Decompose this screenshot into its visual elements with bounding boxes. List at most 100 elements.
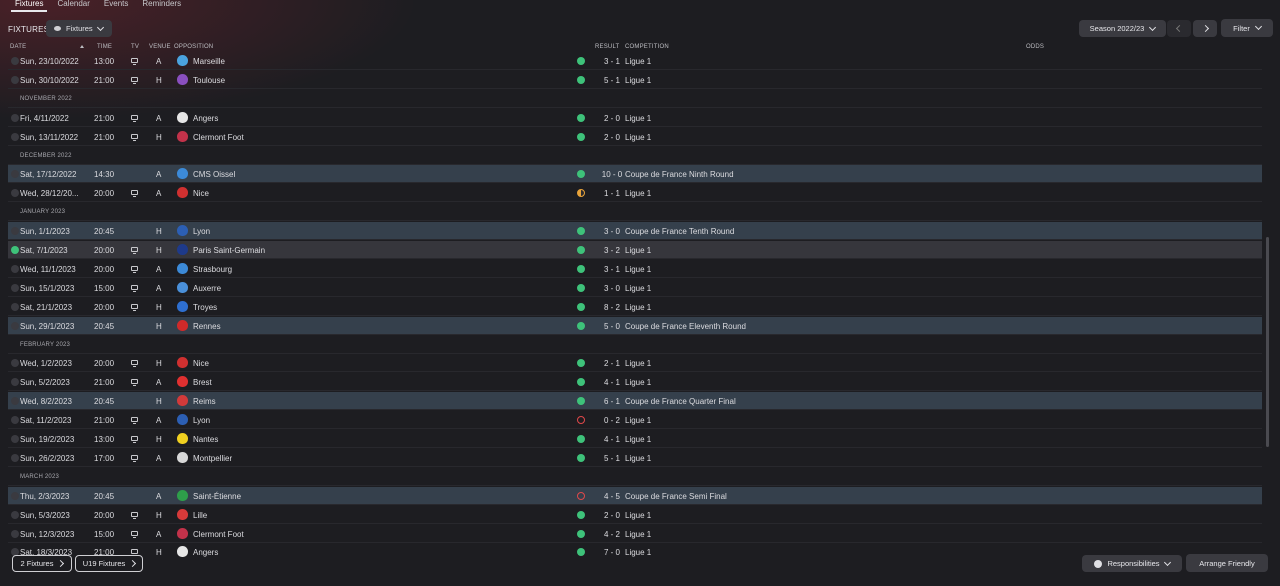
fixture-score[interactable]: 0 - 2	[603, 416, 620, 426]
fixture-row[interactable]: Sun, 23/10/2022 13:00 A Marseille 3 - 1 Ligue…	[8, 52, 1262, 70]
fixture-row[interactable]: Sun, 1/1/2023 20:45 H Lyon 3 - 0 Coupe de Fra…	[8, 222, 1262, 241]
fixture-score[interactable]: 3 - 0	[603, 227, 620, 237]
fixture-opponent[interactable]: Nantes	[193, 435, 219, 444]
fixture-competition[interactable]: Ligue 1	[625, 529, 652, 539]
fixture-competition[interactable]: Ligue 1	[625, 75, 652, 85]
fixture-competition[interactable]: Ligue 1	[625, 57, 652, 66]
fixture-opponent[interactable]: Toulouse	[193, 75, 226, 85]
fixture-row[interactable]: Sat, 18/3/2023 21:00 H Angers 7 - 0 Ligue 1	[8, 543, 1262, 557]
fixture-competition[interactable]: Ligue 1	[625, 302, 652, 312]
fixture-competition[interactable]: Ligue 1	[625, 283, 652, 293]
fixture-row[interactable]: Wed, 1/2/2023 20:00 H Nice 2 - 1 Ligue 1	[8, 354, 1262, 373]
fixture-score[interactable]: 2 - 0	[603, 113, 620, 123]
previous-season-button[interactable]	[1167, 20, 1191, 37]
fixture-score[interactable]: 3 - 0	[603, 283, 620, 293]
fixture-score[interactable]: 1 - 1	[603, 189, 620, 199]
tab-events[interactable]: Events	[103, 0, 129, 8]
fixture-score[interactable]: 4 - 5	[603, 491, 620, 501]
fixture-row[interactable]: Sun, 5/3/2023 20:00 H Lille 2 - 0 Ligue 1	[8, 506, 1262, 524]
fixture-opponent[interactable]: Strasbourg	[193, 264, 233, 274]
fixture-row[interactable]: Sat, 7/1/2023 20:00 H Paris Saint-Germain 3 …	[8, 241, 1262, 259]
fixture-opponent[interactable]: Troyes	[193, 302, 218, 312]
fixture-score[interactable]: 3 - 2	[603, 246, 620, 255]
fixture-row[interactable]: Sun, 29/1/2023 20:45 H Rennes 5 - 0 Coupe de …	[8, 316, 1262, 335]
fixture-score[interactable]: 2 - 0	[603, 132, 620, 142]
fixture-opponent[interactable]: CMS Oissel	[193, 170, 236, 180]
responsibilities-button[interactable]: Responsibilities	[1082, 555, 1182, 572]
fixture-row[interactable]: Wed, 28/12/20... 20:00 A Nice 1 - 1 Ligue 1	[8, 184, 1262, 203]
view-dropdown-button[interactable]: Fixtures	[46, 20, 112, 37]
column-odds[interactable]: ODDS	[1026, 44, 1045, 50]
fixture-score[interactable]: 5 - 1	[603, 75, 620, 85]
fixture-row[interactable]: Sun, 19/2/2023 13:00 H Nantes 4 - 1 Ligue 1	[8, 430, 1262, 448]
fixture-score[interactable]: 7 - 0	[603, 548, 620, 557]
fixture-row[interactable]: Fri, 4/11/2022 21:00 A Angers 2 - 0 Ligue 1	[8, 109, 1262, 127]
fixture-competition[interactable]: Ligue 1	[625, 435, 652, 444]
fixture-row[interactable]: Sat, 11/2/2023 21:00 A Lyon 0 - 2 Ligue 1	[8, 411, 1262, 430]
fixture-competition[interactable]: Coupe de France Eleventh Round	[625, 321, 746, 331]
fixture-opponent[interactable]: Angers	[193, 548, 219, 557]
u19-fixtures-button[interactable]: U19 Fixtures	[75, 555, 143, 572]
column-opposition[interactable]: OPPOSITION	[174, 44, 214, 50]
fixture-score[interactable]: 4 - 1	[603, 378, 620, 388]
fixture-competition[interactable]: Ligue 1	[625, 359, 652, 369]
next-season-button[interactable]	[1193, 20, 1217, 37]
column-result[interactable]: RESULT	[595, 44, 620, 50]
fixture-opponent[interactable]: Brest	[193, 378, 212, 388]
fixture-score[interactable]: 4 - 1	[603, 435, 620, 444]
fixture-competition[interactable]: Ligue 1	[625, 246, 652, 255]
fixture-score[interactable]: 8 - 2	[603, 302, 620, 312]
fixture-row[interactable]: Sat, 21/1/2023 20:00 H Troyes 8 - 2 Ligue 1	[8, 298, 1262, 316]
fixture-opponent[interactable]: Paris Saint-Germain	[193, 246, 266, 255]
fixture-score[interactable]: 6 - 1	[603, 397, 620, 407]
column-tv[interactable]: TV	[131, 44, 140, 50]
fixture-opponent[interactable]: Angers	[193, 113, 219, 123]
fixture-row[interactable]: Sun, 30/10/2022 21:00 H Toulouse 5 - 1 Ligue …	[8, 71, 1262, 89]
fixture-row[interactable]: Wed, 8/2/2023 20:45 H Reims 6 - 1 Coupe de Fr…	[8, 392, 1262, 411]
fixture-opponent[interactable]: Nice	[193, 189, 210, 199]
column-venue[interactable]: VENUE	[149, 44, 171, 50]
fixture-competition[interactable]: Ligue 1	[625, 453, 652, 463]
tab-fixtures[interactable]: Fixtures	[8, 0, 50, 12]
fixture-score[interactable]: 10 - 0	[601, 170, 623, 180]
fixture-score[interactable]: 2 - 1	[603, 359, 620, 369]
fixture-competition[interactable]: Ligue 1	[625, 416, 652, 426]
season-dropdown-button[interactable]: Season 2022/23	[1079, 20, 1166, 37]
fixture-opponent[interactable]: Nice	[193, 359, 210, 369]
fixture-competition[interactable]: Coupe de France Quarter Final	[625, 397, 736, 407]
fixture-score[interactable]: 3 - 1	[603, 57, 620, 66]
fixture-opponent[interactable]: Clermont Foot	[193, 132, 244, 142]
fixture-opponent[interactable]: Rennes	[193, 321, 221, 331]
tab-reminders[interactable]: Reminders	[142, 0, 182, 8]
fixture-score[interactable]: 4 - 2	[603, 529, 620, 539]
fixture-opponent[interactable]: Saint-Étienne	[193, 491, 242, 501]
list-scrollbar[interactable]	[1266, 237, 1269, 447]
fixture-competition[interactable]: Coupe de France Tenth Round	[625, 227, 735, 237]
fixture-opponent[interactable]: Reims	[193, 397, 216, 407]
fixture-score[interactable]: 5 - 0	[603, 321, 620, 331]
fixture-opponent[interactable]: Lyon	[193, 227, 211, 237]
fixture-row[interactable]: Thu, 2/3/2023 20:45 A Saint-Étienne 4 - 5 Cou…	[8, 486, 1262, 505]
fixture-opponent[interactable]: Marseille	[193, 57, 226, 66]
filter-button[interactable]: Filter	[1221, 19, 1273, 37]
fixture-competition[interactable]: Ligue 1	[625, 189, 652, 199]
column-time[interactable]: TIME	[97, 44, 113, 50]
fixture-row[interactable]: Sun, 5/2/2023 21:00 A Brest 4 - 1 Ligue 1	[8, 373, 1262, 392]
fixtures-count-button[interactable]: 2 Fixtures	[12, 555, 72, 572]
fixture-opponent[interactable]: Montpellier	[193, 453, 233, 463]
fixture-score[interactable]: 3 - 1	[603, 264, 620, 274]
fixture-competition[interactable]: Coupe de France Ninth Round	[625, 170, 734, 180]
fixture-opponent[interactable]: Lille	[193, 510, 208, 520]
fixture-opponent[interactable]: Auxerre	[193, 283, 222, 293]
fixture-competition[interactable]: Coupe de France Semi Final	[625, 491, 727, 501]
fixture-row[interactable]: Sun, 13/11/2022 21:00 H Clermont Foot 2 - 0 L…	[8, 128, 1262, 146]
fixture-opponent[interactable]: Lyon	[193, 416, 211, 426]
fixture-competition[interactable]: Ligue 1	[625, 132, 652, 142]
fixture-competition[interactable]: Ligue 1	[625, 264, 652, 274]
column-date[interactable]: DATE	[10, 44, 27, 50]
fixture-competition[interactable]: Ligue 1	[625, 378, 652, 388]
fixture-competition[interactable]: Ligue 1	[625, 510, 652, 520]
fixture-row[interactable]: Sun, 26/2/2023 17:00 A Montpellier 5 - 1 Ligu…	[8, 449, 1262, 467]
fixture-row[interactable]: Wed, 11/1/2023 20:00 A Strasbourg 3 - 1 Ligue…	[8, 260, 1262, 278]
column-competition[interactable]: COMPETITION	[625, 44, 669, 50]
